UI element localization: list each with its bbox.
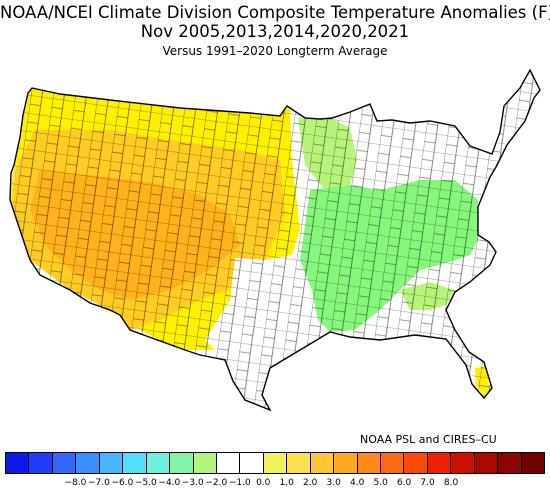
colorbar-tick-label: −5.0 (134, 478, 157, 488)
colorbar-tick-label: 5.0 (373, 478, 388, 488)
colorbar-segment (498, 453, 522, 473)
colorbar-tick-label: −2.0 (205, 478, 228, 488)
colorbar-tick-label: −1.0 (228, 478, 251, 488)
colorbar-tick-label: 8.0 (443, 478, 459, 488)
colorbar-tick-label: −8.0 (64, 478, 87, 488)
colorbar-segment (123, 453, 147, 473)
colorbar-segment (451, 453, 475, 473)
colorbar-segment (381, 453, 405, 473)
colorbar-segment (474, 453, 499, 473)
colorbar-tick-label: −7.0 (87, 478, 110, 488)
colorbar-segment (216, 453, 241, 473)
colorbar-tick-label: 3.0 (326, 478, 341, 488)
colorbar-segment (76, 453, 100, 473)
colorbar-segment (6, 453, 30, 473)
us-climate-division-map (9, 68, 541, 412)
colorbar-segment (170, 453, 194, 473)
colorbar-tick-label: 2.0 (303, 478, 318, 488)
colorbar-tick-label: 6.0 (396, 478, 412, 488)
colorbar-segment (287, 453, 311, 473)
colorbar-tick-label: −3.0 (181, 478, 204, 488)
colorbar-tick-label: 4.0 (350, 478, 365, 488)
colorbar-segment (193, 453, 217, 473)
colorbar-tick-label: 1.0 (279, 478, 294, 488)
colorbar-segment (240, 453, 264, 473)
colorbar-segment (334, 453, 358, 473)
colorbar-tick-label: 7.0 (420, 478, 435, 488)
colorbar-tick-label: −6.0 (111, 478, 134, 488)
colorbar-segment (29, 453, 53, 473)
colorbar-segment (357, 453, 381, 473)
map-subtitle-years: Nov 2005,2013,2014,2020,2021 (140, 22, 410, 41)
colorbar-segment (52, 453, 77, 473)
colorbar-segment (310, 453, 335, 473)
colorbar-segment (99, 453, 124, 473)
map-subtitle-baseline: Versus 1991–2020 Longterm Average (162, 44, 388, 58)
colorbar-segment (521, 453, 545, 473)
colorbar-segment (263, 453, 288, 473)
data-credit: NOAA PSL and CIRES–CU (360, 433, 497, 446)
map-title: NOAA/NCEI Climate Division Composite Tem… (0, 3, 550, 22)
colorbar-tick-label: −4.0 (158, 478, 181, 488)
colorbar-tick-labels: −8.0 −7.0 −6.0 −5.0 −4.0 −3.0 −2.0 −1.0 0.0 1.0 2.… (5, 478, 545, 490)
colorbar-segment (427, 453, 452, 473)
colorbar-tick-label: 0.0 (256, 478, 271, 488)
colorbar-segment (404, 453, 428, 473)
colorbar-segment (146, 453, 171, 473)
anomaly-colorbar (5, 452, 545, 474)
